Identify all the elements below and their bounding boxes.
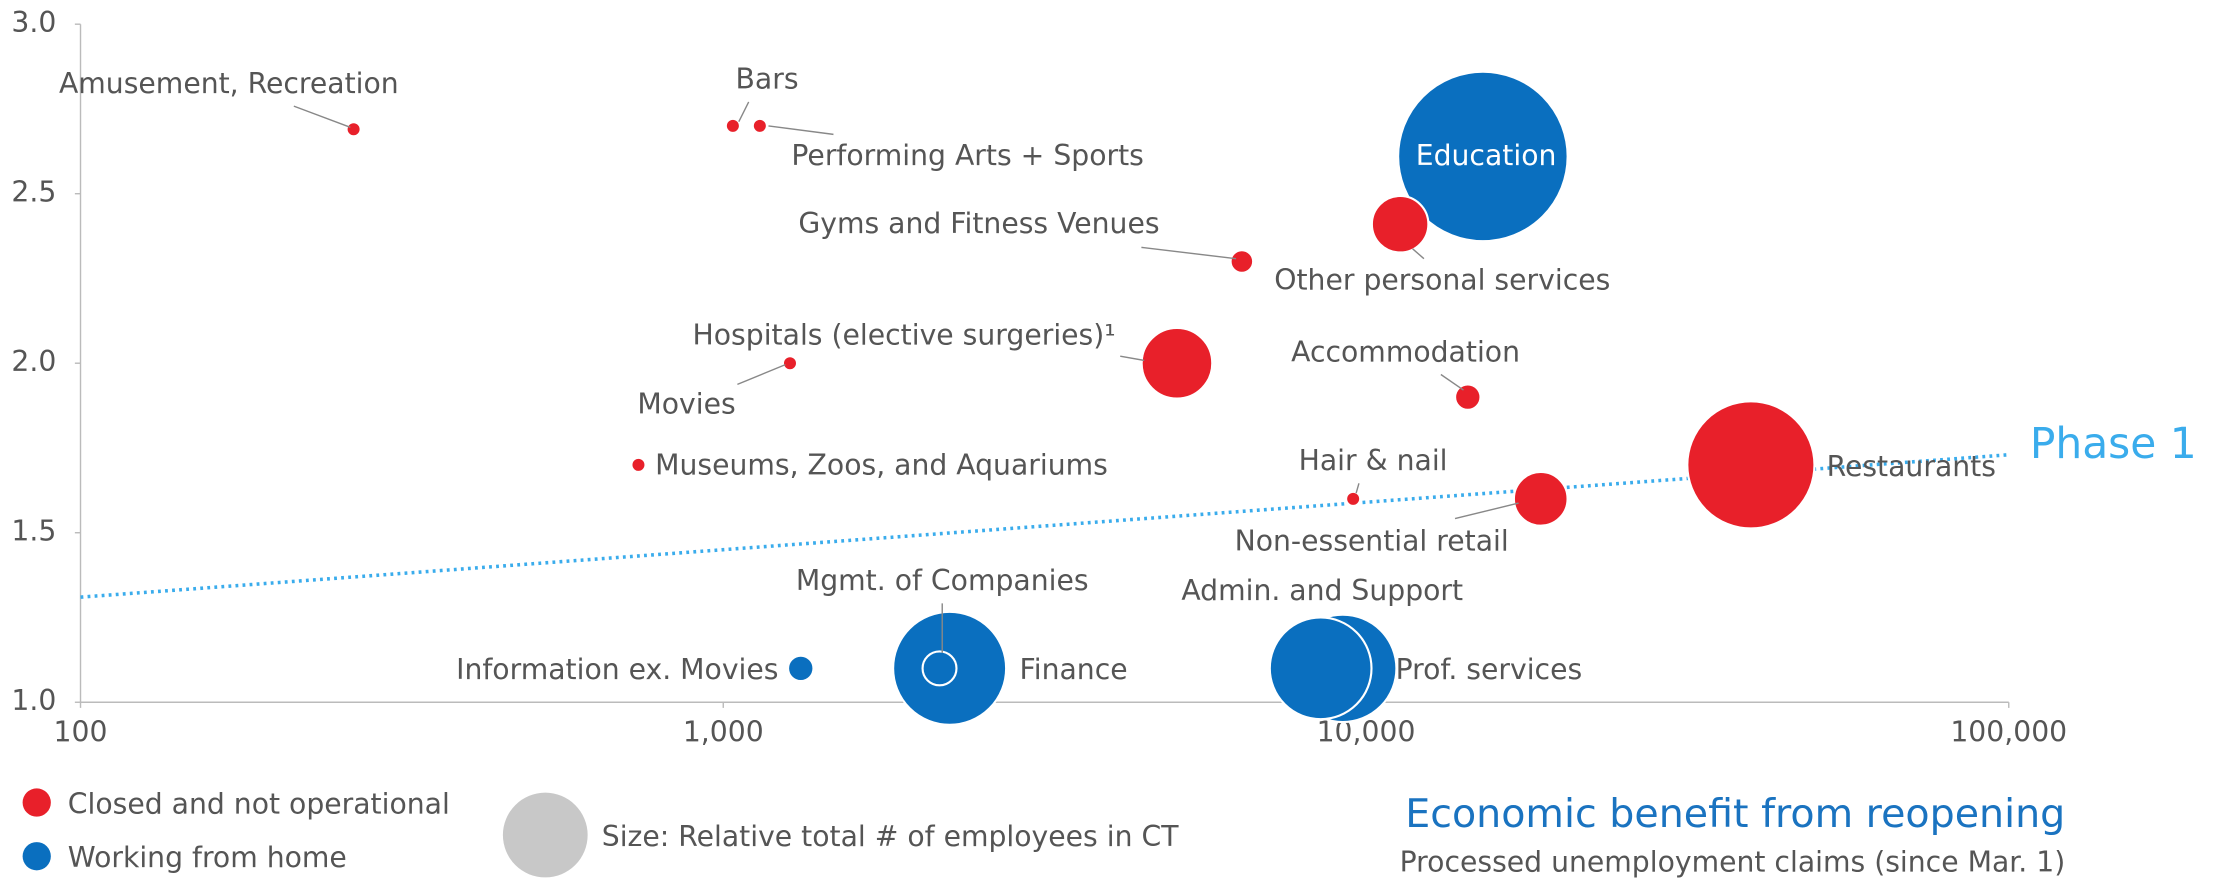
bubble-label: Gyms and Fitness Venues: [798, 207, 1159, 240]
bubble: [345, 121, 362, 138]
bubble: [1370, 194, 1430, 254]
size-legend-icon: [502, 792, 588, 878]
bubble: [781, 355, 799, 372]
bubble-label: Prof. services: [1396, 653, 1583, 686]
legend-label: Working from home: [68, 841, 347, 874]
leader-line: [293, 105, 351, 128]
x-tick-label: 100: [54, 715, 108, 748]
bubble-label: Hair & nail: [1299, 444, 1448, 477]
legend-icon: [22, 842, 51, 871]
bubble: [1397, 70, 1569, 243]
leader-line: [1355, 483, 1360, 494]
bubble: [1454, 383, 1482, 411]
bubble-label: Mgmt. of Companies: [796, 564, 1089, 597]
leader-line: [1454, 502, 1519, 520]
bubble-label: Finance: [1020, 653, 1128, 686]
y-tick-label: 1.0: [11, 684, 56, 717]
bubble-label: Admin. and Support: [1181, 574, 1463, 607]
y-tick-label: 2.5: [11, 176, 56, 209]
bubble-label: Restaurants: [1827, 450, 1996, 483]
bubble: [1512, 470, 1569, 527]
bubble: [786, 654, 815, 683]
legend-icon: [22, 788, 51, 817]
bubble: [1345, 490, 1362, 507]
bubble-label: Bars: [736, 63, 799, 96]
leader-line: [1412, 248, 1425, 260]
x-tick-label: 100,000: [1950, 715, 2067, 748]
leader-line: [1141, 246, 1237, 260]
bubble: [1229, 249, 1255, 274]
y-tick-label: 3.0: [11, 6, 56, 39]
bubble-label: Education: [1416, 139, 1557, 172]
bubble-label: Movies: [637, 388, 735, 421]
bubble-label: Other personal services: [1274, 263, 1610, 296]
bubble-label: Amusement, Recreation: [59, 67, 399, 100]
bubble: [921, 650, 958, 687]
bubble-label: Information ex. Movies: [456, 653, 778, 686]
leader-line: [1120, 355, 1145, 362]
bubble-label: Performing Arts + Sports: [791, 139, 1143, 172]
x-tick-label: 1,000: [683, 715, 764, 748]
bubble-label: Hospitals (elective surgeries)¹: [693, 318, 1116, 351]
x-axis-title: Economic benefit from reopening: [1405, 791, 2065, 837]
bubble: [630, 456, 647, 474]
legend-label: Closed and not operational: [68, 787, 450, 820]
bubble: [724, 117, 741, 135]
x-axis-subtitle: Processed unemployment claims (since Mar…: [1400, 845, 2066, 878]
bubble: [1686, 400, 1816, 530]
trend-line: [80, 452, 2009, 599]
trend-label: Phase 1: [2030, 419, 2197, 468]
bubble-label: Non-essential retail: [1235, 525, 1509, 558]
size-legend-label: Size: Relative total # of employees in C…: [602, 820, 1179, 853]
leader-line: [737, 363, 786, 386]
bubble: [1268, 616, 1373, 721]
y-tick-label: 2.0: [11, 345, 56, 378]
leader-line: [738, 101, 750, 122]
bubble: [1140, 326, 1214, 400]
bubble-label: Museums, Zoos, and Aquariums: [655, 448, 1108, 481]
leader-line: [768, 125, 834, 136]
bubble: [751, 117, 768, 135]
bubble-label: Accommodation: [1291, 335, 1520, 368]
y-tick-label: 1.5: [11, 515, 56, 548]
leader-line: [1440, 373, 1464, 391]
